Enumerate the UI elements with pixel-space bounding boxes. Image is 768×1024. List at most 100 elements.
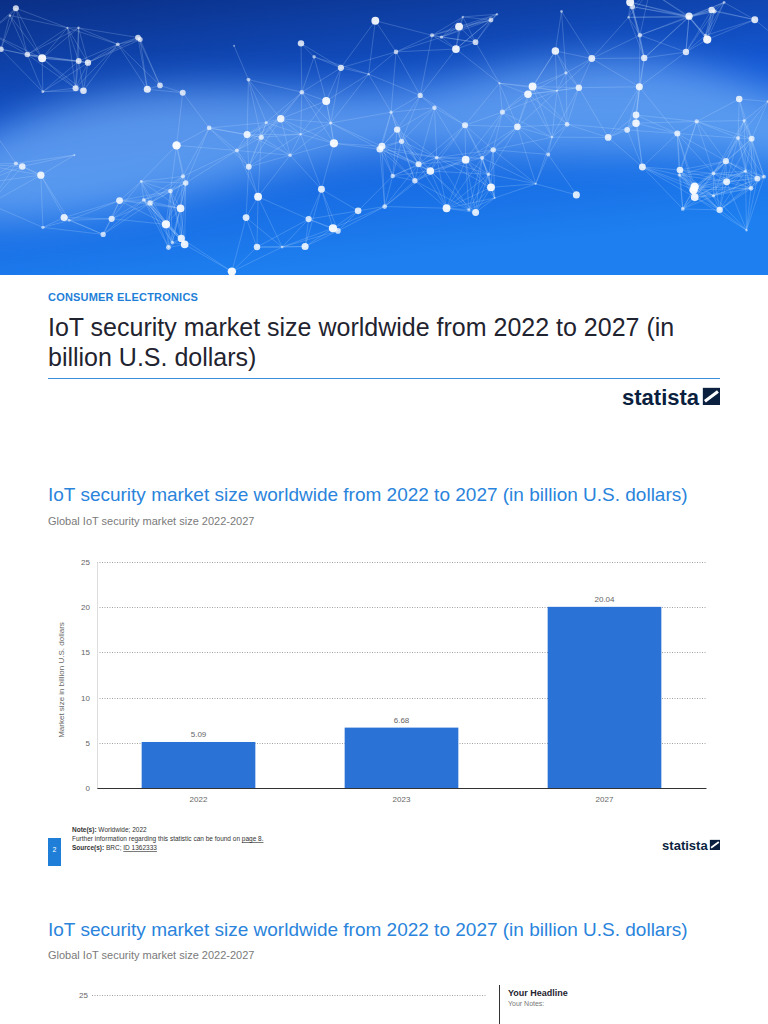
header-link (341, 52, 396, 68)
header-node (723, 158, 729, 164)
header-node (588, 55, 595, 62)
header-link (727, 182, 747, 230)
header-link (639, 87, 677, 134)
brand-name: statista (622, 385, 700, 410)
header-link (382, 146, 430, 171)
header-link (88, 38, 138, 63)
header-link (42, 28, 78, 58)
header-link (261, 134, 300, 137)
header-link (0, 204, 43, 227)
header-link (258, 155, 290, 197)
header-link (528, 91, 557, 94)
header-link (1, 8, 16, 49)
header-link (258, 197, 282, 247)
header-link (76, 28, 79, 88)
bar (345, 728, 459, 788)
header-node (573, 191, 580, 198)
header-link (536, 154, 548, 183)
header-link (705, 11, 714, 35)
header-link (209, 123, 266, 128)
header-link (10, 15, 42, 58)
header-node (452, 45, 460, 53)
header-link (41, 155, 75, 175)
header-link (738, 138, 764, 177)
header-node (576, 84, 582, 90)
header-node (712, 172, 716, 176)
header-link (430, 171, 446, 208)
header-node (73, 85, 79, 91)
header-node (462, 156, 470, 164)
header-link (358, 176, 393, 211)
header-link (170, 145, 176, 191)
grid-line (97, 788, 706, 789)
header-link (64, 201, 119, 218)
y-tick: 0 (86, 784, 97, 793)
header-link (302, 92, 331, 123)
header-node (524, 90, 532, 98)
header-node (246, 164, 252, 170)
header-link (528, 51, 555, 94)
header-link (0, 163, 16, 165)
header-node (605, 134, 612, 141)
note-label: Note(s): (72, 826, 97, 834)
header-link (689, 2, 724, 17)
header-link (103, 201, 119, 235)
brand-icon-slash (711, 842, 719, 848)
header-node (318, 186, 325, 193)
header-link (567, 124, 608, 137)
header-link (237, 151, 249, 167)
header-link (396, 37, 441, 52)
header-link (369, 52, 396, 74)
header-link (305, 189, 321, 246)
header-link (281, 119, 331, 123)
header-link (755, 20, 768, 43)
header-node (624, 127, 630, 133)
header-link (630, 2, 644, 58)
header-node (678, 173, 681, 176)
header-link (465, 125, 467, 159)
header-node (762, 175, 766, 179)
header-link (282, 219, 308, 247)
header-node (467, 208, 470, 211)
header-node (233, 45, 235, 47)
source-id[interactable]: ID 1362333 (123, 844, 157, 851)
header-link (592, 59, 640, 87)
header-link (705, 2, 724, 35)
header-link (686, 17, 689, 52)
header-node (335, 228, 341, 234)
page: CONSUMER ELECTRONICSIoT security market … (0, 0, 768, 1024)
header-link (393, 130, 397, 176)
header-node (462, 16, 464, 18)
header-node (556, 90, 558, 92)
header-link (258, 197, 309, 219)
header-link (282, 231, 338, 247)
y-tick: 25 (81, 558, 97, 567)
header-link (555, 11, 561, 50)
header-link (415, 181, 469, 210)
header-link (629, 16, 689, 17)
header-node (144, 86, 151, 93)
header-link (482, 112, 502, 158)
header-link (415, 158, 437, 181)
text-line: billion U.S. dollars) (48, 343, 256, 371)
header-link (16, 163, 41, 175)
header-link (305, 231, 338, 247)
header-node (14, 161, 18, 165)
note-link[interactable]: page 8. (242, 835, 264, 843)
header-node (412, 178, 417, 183)
header-node (632, 119, 639, 126)
header-link (290, 134, 301, 155)
page-title: IoT security market size worldwide from … (48, 313, 674, 371)
header-node (377, 146, 384, 153)
header-link (83, 44, 117, 90)
header-link (679, 121, 696, 175)
header-link (680, 170, 714, 196)
header-node (551, 136, 553, 138)
header-node (744, 170, 747, 173)
header-link (689, 17, 706, 35)
header-node (480, 156, 484, 160)
header-link (396, 49, 456, 52)
header-link (747, 177, 765, 231)
header-link (680, 170, 727, 182)
header-node (394, 50, 399, 55)
